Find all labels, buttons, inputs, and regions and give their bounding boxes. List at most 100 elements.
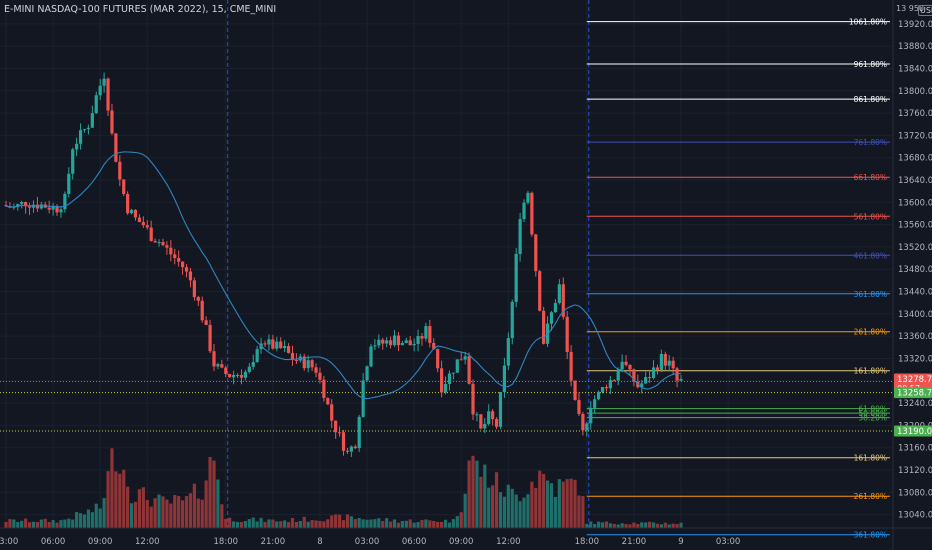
currency-badge[interactable]: USD: [918, 5, 932, 16]
volume-bar: [353, 519, 357, 528]
candle-down: [310, 360, 314, 368]
price-marker-label: 13278.75: [897, 375, 932, 385]
price-tick-label: 13800.00: [898, 87, 932, 97]
candle-down: [632, 369, 636, 382]
volume-bar: [663, 522, 667, 528]
volume-bar: [39, 519, 43, 528]
price-tick-label: 13520.00: [898, 243, 932, 253]
candle-up: [243, 371, 247, 378]
volume-bar: [420, 519, 424, 528]
volume-bar: [545, 480, 550, 528]
candle-up: [235, 374, 240, 376]
volume-bar: [392, 519, 397, 528]
volume-bar: [628, 524, 632, 528]
candle-down: [118, 161, 122, 180]
candle-down: [180, 261, 185, 268]
time-axis[interactable]: 03:00 06:00 09:00 12:00 18:00 21:00 8 03:00 06:0…: [0, 527, 932, 547]
volume-bar: [20, 520, 24, 528]
candle-down: [173, 254, 177, 259]
price-tick-label: 13920.00: [898, 20, 932, 30]
candle-up: [553, 302, 558, 313]
volume-bar: [255, 521, 259, 528]
volume-bar: [4, 521, 8, 528]
time-tick-label: 21:00: [622, 537, 647, 547]
candle-up: [585, 423, 589, 431]
volume-bar: [51, 520, 55, 528]
candle-up: [251, 362, 255, 367]
candle-up: [589, 407, 593, 424]
volume-bar: [447, 522, 452, 528]
volume-bars: [4, 448, 683, 528]
price-lines: [0, 380, 893, 432]
volume-bar: [538, 470, 542, 528]
volume-bar: [24, 518, 28, 528]
candle-up: [416, 336, 420, 344]
candle-up: [526, 192, 530, 203]
volume-bar: [326, 519, 330, 528]
volume-bar: [55, 522, 59, 528]
price-tick-label: 13680.00: [898, 154, 932, 164]
volume-bar: [404, 520, 408, 528]
candle-up: [98, 85, 102, 96]
volume-bar: [310, 520, 314, 528]
candle-up: [510, 301, 514, 339]
volume-bar: [157, 494, 161, 528]
candle-down: [204, 320, 208, 325]
candle-down: [330, 404, 334, 421]
volume-bar: [510, 488, 514, 528]
candle-up: [593, 399, 597, 408]
fibonacci-levels[interactable]: 1061.80% 961.80% 861.80% 761.80% 661.80% 561.…: [586, 18, 890, 540]
fib-level-label: 761.80%: [854, 138, 887, 147]
volume-bar: [557, 479, 561, 528]
candle-up: [90, 113, 94, 128]
volume-bar: [180, 500, 185, 528]
candle-down: [141, 222, 145, 226]
candle-up: [306, 360, 310, 369]
volume-bar: [82, 514, 87, 528]
volume-bar: [565, 479, 569, 528]
volume-bar: [396, 522, 401, 528]
candle-up: [82, 129, 87, 131]
moving-average: [5, 151, 682, 400]
fib-level-label: 361.80%: [854, 531, 887, 540]
candle-down: [322, 379, 326, 399]
volume-bar: [294, 522, 299, 528]
candle-down: [188, 271, 193, 281]
candle-down: [648, 377, 652, 379]
volume-bar: [373, 519, 377, 528]
candle-up: [59, 209, 63, 213]
volume-bar: [604, 521, 609, 528]
candle-up: [216, 364, 220, 367]
candle-down: [388, 340, 393, 346]
candle-up: [502, 365, 507, 392]
candle-up: [400, 342, 404, 346]
price-tick-label: 13320.00: [898, 354, 932, 364]
volume-bar: [648, 521, 652, 528]
volume-bar: [224, 518, 228, 528]
candle-up: [361, 380, 365, 417]
candle-down: [302, 356, 306, 369]
grid: [0, 0, 893, 528]
candle-up: [549, 312, 554, 324]
volume-bar: [177, 496, 181, 528]
candle-down: [534, 234, 538, 272]
candle-up: [385, 340, 389, 344]
volume-bar: [314, 520, 318, 528]
volume-bar: [585, 523, 589, 528]
candle-down: [334, 420, 338, 433]
fib-level-label: 161.80%: [854, 454, 887, 463]
volume-bar: [428, 520, 432, 528]
volume-bar: [145, 500, 149, 528]
price-tick-label: 13760.00: [898, 109, 932, 119]
price-tick-label: 13720.00: [898, 131, 932, 141]
volume-bar: [165, 499, 169, 528]
candle-down: [165, 245, 169, 248]
time-tick-label: 9: [678, 537, 683, 547]
volume-bar: [16, 521, 20, 528]
volume-bar: [436, 521, 440, 528]
price-tick-label: 13600.00: [898, 198, 932, 208]
candles[interactable]: [4, 72, 683, 457]
volume-bar: [122, 469, 126, 528]
price-tick-label: 13040.00: [898, 511, 932, 521]
